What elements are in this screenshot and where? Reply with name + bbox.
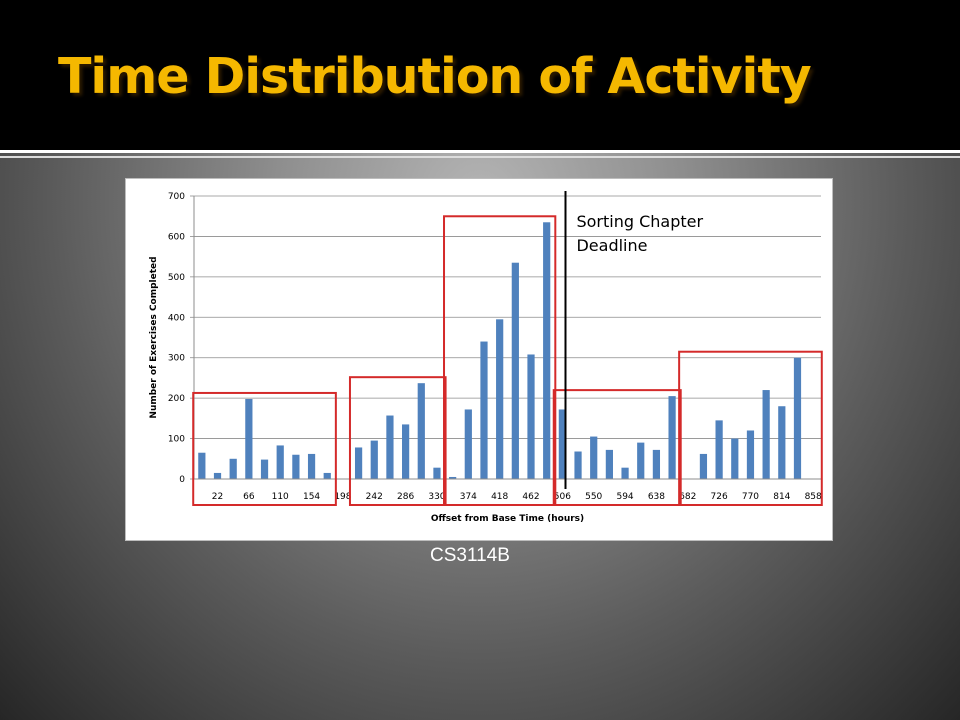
bar — [307, 453, 316, 479]
bar — [198, 452, 206, 479]
y-axis-title: Number of Exercises Completed — [149, 256, 159, 418]
bar — [637, 442, 645, 479]
bar — [449, 476, 457, 479]
divider-line — [0, 150, 960, 153]
bar — [245, 398, 253, 479]
bar — [543, 222, 551, 479]
highlight-box — [348, 376, 447, 506]
bar — [668, 396, 676, 479]
bar — [574, 451, 582, 479]
divider-line-thin — [0, 156, 960, 158]
bar-chart: 0 100 200 300 400 500 600 700 22 66 110 154 198 242 2… — [149, 191, 823, 524]
bar — [260, 459, 269, 479]
bar — [621, 467, 629, 479]
bar — [464, 409, 472, 479]
bar — [417, 383, 425, 479]
x-tick-label: 242 — [366, 492, 383, 502]
bar — [793, 357, 802, 479]
bar — [213, 472, 222, 479]
bar — [480, 341, 488, 479]
bar — [354, 447, 363, 479]
y-tick-label: 200 — [168, 394, 185, 404]
x-tick-label: 770 — [742, 492, 759, 502]
y-tick-label: 400 — [168, 313, 185, 323]
x-tick-label: 154 — [303, 492, 320, 502]
slide-title: Time Distribution of Activity — [58, 48, 812, 105]
x-tick-label: 66 — [243, 492, 255, 502]
bar — [292, 454, 300, 479]
bar — [496, 319, 504, 479]
bar — [778, 406, 786, 479]
x-tick-label: 22 — [212, 492, 223, 502]
x-axis-title: Offset from Base Time (hours) — [431, 514, 584, 524]
bar — [370, 440, 378, 479]
x-tick-label: 110 — [272, 492, 289, 502]
bar — [511, 262, 519, 479]
x-tick-label: 286 — [397, 492, 414, 502]
bar — [323, 472, 331, 479]
bar — [527, 354, 535, 479]
y-tick-label: 500 — [168, 273, 185, 283]
chart-panel: 0 100 200 300 400 500 600 700 22 66 110 154 198 242 2… — [125, 178, 833, 541]
bar — [590, 436, 598, 479]
y-tick-label: 0 — [179, 475, 185, 485]
bar — [433, 467, 441, 479]
highlight-box — [552, 389, 682, 506]
y-tick-label: 600 — [168, 232, 185, 242]
x-tick-label: 682 — [679, 492, 696, 502]
bar — [762, 390, 770, 479]
x-tick-label: 506 — [554, 492, 571, 502]
bar — [276, 445, 284, 479]
y-tick-label: 300 — [168, 354, 185, 364]
deadline-annotation-line: Deadline — [576, 236, 647, 255]
x-tick-label: 418 — [491, 492, 508, 502]
x-tick-label: 858 — [805, 492, 822, 502]
bar — [699, 453, 708, 479]
x-tick-label: 374 — [460, 492, 477, 502]
highlight-box — [192, 391, 337, 506]
highlight-box — [678, 350, 823, 506]
x-tick-label: 198 — [334, 492, 351, 502]
bar — [386, 415, 394, 479]
x-tick-label: 726 — [711, 492, 728, 502]
highlight-box — [443, 215, 557, 507]
x-tick-label: 462 — [522, 492, 539, 502]
title-bar: Time Distribution of Activity — [0, 0, 960, 150]
bar — [229, 458, 237, 479]
x-tick-label: 814 — [773, 492, 790, 502]
y-tick-label: 700 — [168, 192, 185, 202]
bar — [746, 430, 755, 479]
x-tick-label: 550 — [585, 492, 602, 502]
bar — [715, 420, 723, 479]
x-tick-label: 638 — [648, 492, 665, 502]
deadline-annotation-line: Sorting Chapter — [576, 212, 703, 231]
bar — [652, 449, 661, 479]
bar — [731, 438, 739, 479]
y-tick-label: 100 — [168, 435, 185, 445]
slide-caption: CS3114B — [430, 545, 510, 566]
x-tick-label: 330 — [428, 492, 445, 502]
bar — [558, 409, 566, 479]
bar — [402, 424, 410, 479]
bar — [605, 449, 613, 479]
x-tick-label: 594 — [616, 492, 633, 502]
